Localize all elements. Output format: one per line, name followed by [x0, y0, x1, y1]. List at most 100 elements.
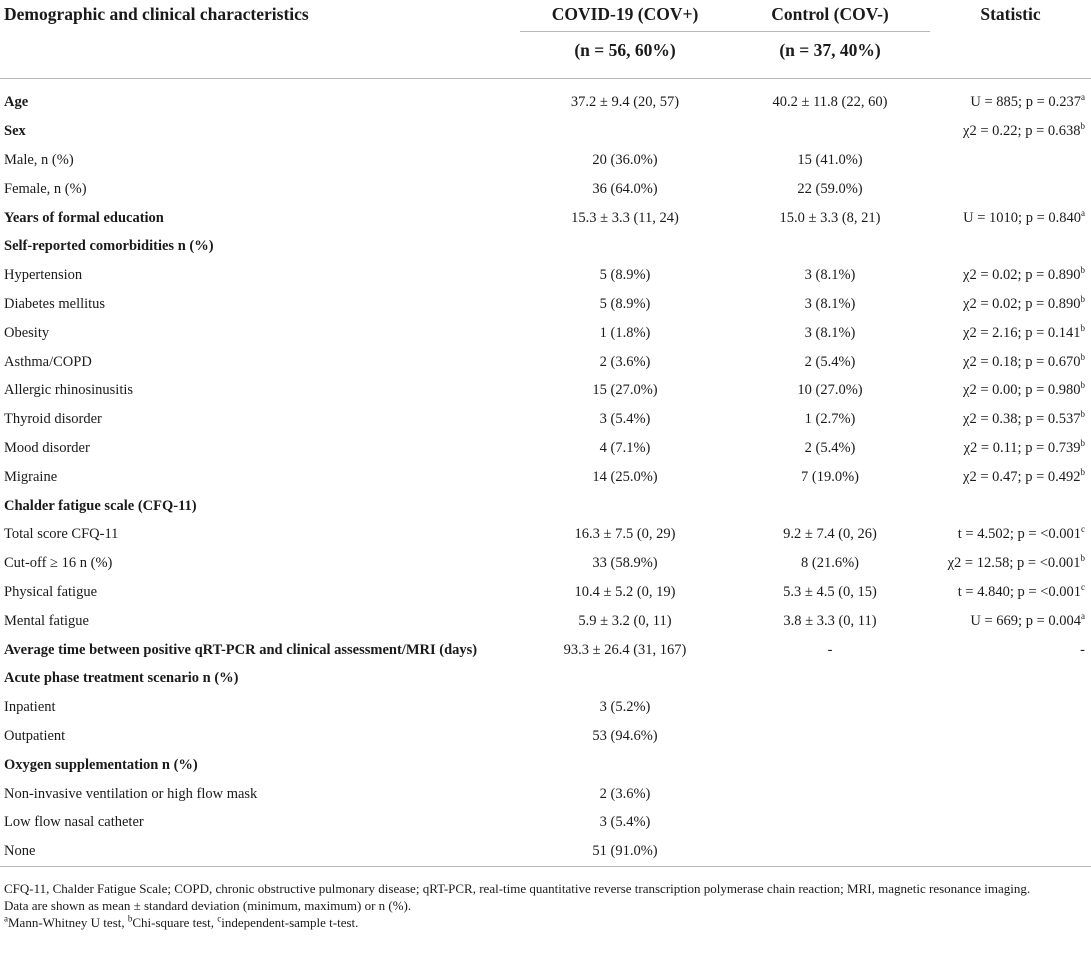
row-label: Female, n (%) [4, 180, 87, 197]
covid-value: 15 (27.0%) [592, 382, 658, 399]
row-label: Obesity [4, 324, 50, 341]
table-row: None 51 (91.0%) [0, 837, 1091, 868]
control-value: 9.2 ± 7.4 (0, 26) [783, 526, 877, 543]
footnote-sup-b: b [127, 913, 133, 924]
statistic-footnote-marker: a [1081, 207, 1085, 218]
row-label: Oxygen supplementation n (%) [4, 756, 198, 773]
statistic-footnote-marker: b [1080, 409, 1086, 420]
row-label: Mood disorder [4, 439, 90, 456]
table-row: Oxygen supplementation n (%) [0, 751, 1091, 780]
covid-value: 37.2 ± 9.4 (20, 57) [570, 94, 680, 111]
row-label: Years of formal education [4, 209, 164, 226]
statistic-footnote-marker: c [1081, 524, 1085, 535]
control-value: 3 (8.1%) [804, 267, 856, 284]
control-value: 2 (5.4%) [804, 353, 856, 370]
table-row: Female, n (%) 36 (64.0%) 22 (59.0%) [0, 175, 1091, 204]
footnote-test-b: Chi-square test, [132, 915, 218, 930]
table-row: Self-reported comorbidities n (%) [0, 232, 1091, 261]
covid-value: 5 (8.9%) [599, 267, 651, 284]
row-label: Male, n (%) [4, 151, 74, 168]
covid-value: 3 (5.4%) [599, 814, 651, 831]
header-covid-label: COVID-19 (COV+) [520, 4, 730, 32]
row-label: Sex [4, 123, 26, 140]
table-row: Inpatient 3 (5.2%) [0, 693, 1091, 722]
row-label: Low flow nasal catheter [4, 814, 144, 831]
control-value: 5.3 ± 4.5 (0, 15) [783, 583, 877, 600]
row-label: Non-invasive ventilation or high flow ma… [4, 785, 258, 802]
row-label: Asthma/COPD [4, 353, 92, 370]
footnote-test-a: Mann-Whitney U test, [8, 915, 128, 930]
table-row: Migraine 14 (25.0%) 7 (19.0%) χ2 = 0.47; p … [0, 463, 1091, 492]
row-label: Physical fatigue [4, 583, 98, 600]
table-row: Age 37.2 ± 9.4 (20, 57) 40.2 ± 11.8 (22, 6… [0, 89, 1091, 118]
covid-value: 33 (58.9%) [592, 555, 658, 572]
statistic-value: χ2 = 0.11; p = 0.739 [963, 439, 1081, 456]
table-row: Diabetes mellitus 5 (8.9%) 3 (8.1%) χ2 = 0.… [0, 290, 1091, 319]
statistic-footnote-marker: b [1080, 265, 1086, 276]
table-row: Non-invasive ventilation or high flow ma… [0, 780, 1091, 809]
row-label: Outpatient [4, 727, 66, 744]
statistic-footnote-marker: a [1081, 92, 1085, 103]
row-label: Diabetes mellitus [4, 295, 106, 312]
covid-value: 15.3 ± 3.3 (11, 24) [571, 209, 679, 226]
footnote-test-c: independent-sample t-test. [221, 915, 359, 930]
statistic-value: χ2 = 0.18; p = 0.670 [963, 353, 1081, 370]
statistic-value: χ2 = 0.02; p = 0.890 [963, 267, 1081, 284]
statistic-footnote-marker: b [1080, 380, 1086, 391]
covid-value: 4 (7.1%) [599, 439, 651, 456]
header-control-n: (n = 37, 40%) [779, 40, 881, 60]
control-value: 3 (8.1%) [804, 324, 856, 341]
row-label: Hypertension [4, 267, 83, 284]
characteristics-table: Demographic and clinical characteristics… [0, 0, 1091, 868]
statistic-value: U = 1010; p = 0.840 [963, 209, 1081, 226]
statistic-value: χ2 = 0.00; p = 0.980 [963, 382, 1081, 399]
covid-value: 10.4 ± 5.2 (0, 19) [574, 583, 676, 600]
table-row: Total score CFQ-11 16.3 ± 7.5 (0, 29) 9.2 … [0, 520, 1091, 549]
header-row: Demographic and clinical characteristics… [0, 0, 1091, 34]
row-label: None [4, 843, 36, 860]
control-value: - [827, 641, 833, 658]
row-label: Chalder fatigue scale (CFQ-11) [4, 497, 197, 514]
footnote-abbreviations: CFQ-11, Chalder Fatigue Scale; COPD, chr… [4, 881, 1031, 896]
statistic-footnote-marker: b [1080, 466, 1086, 477]
statistic-value: χ2 = 2.16; p = 0.141 [963, 324, 1081, 341]
control-value: 3.8 ± 3.3 (0, 11) [783, 612, 877, 629]
statistic-footnote-marker: b [1080, 553, 1086, 564]
header-covid-n: (n = 56, 60%) [574, 40, 676, 60]
control-value: 2 (5.4%) [804, 439, 856, 456]
table-row: Allergic rhinosinusitis 15 (27.0%) 10 (27.… [0, 376, 1091, 405]
statistic-footnote-marker: b [1080, 351, 1086, 362]
covid-value: 5.9 ± 3.2 (0, 11) [578, 612, 672, 629]
header-covid: COVID-19 (COV+) [520, 0, 730, 34]
table-row: Male, n (%) 20 (36.0%) 15 (41.0%) [0, 146, 1091, 175]
statistic-footnote-marker: b [1080, 121, 1086, 132]
row-label: Age [4, 94, 29, 111]
statistic-footnote-marker: b [1080, 322, 1086, 333]
statistic-value: U = 885; p = 0.237 [970, 94, 1081, 111]
table-row: Chalder fatigue scale (CFQ-11) [0, 492, 1091, 521]
row-label: Cut-off ≥ 16 n (%) [4, 555, 113, 572]
row-label: Average time between positive qRT-PCR an… [4, 641, 478, 658]
table-row: Physical fatigue 10.4 ± 5.2 (0, 19) 5.3 ± … [0, 578, 1091, 607]
header-statistic: Statistic [980, 4, 1041, 24]
statistic-value: t = 4.840; p = <0.001 [957, 583, 1081, 600]
covid-value: 2 (3.6%) [599, 785, 651, 802]
footnote-sup-c: c [217, 913, 222, 924]
statistic-value: χ2 = 0.22; p = 0.638 [963, 123, 1081, 140]
statistic-footnote-marker: b [1080, 438, 1086, 449]
header-n-row: (n = 56, 60%) (n = 37, 40%) [0, 34, 1091, 78]
statistic-footnote-marker: b [1080, 294, 1086, 305]
covid-value: 1 (1.8%) [599, 324, 651, 341]
covid-value: 3 (5.4%) [599, 411, 651, 428]
row-label: Inpatient [4, 699, 56, 716]
control-value: 15.0 ± 3.3 (8, 21) [779, 209, 881, 226]
row-label: Mental fatigue [4, 612, 89, 629]
table-row: Low flow nasal catheter 3 (5.4%) [0, 808, 1091, 837]
table-row: Outpatient 53 (94.6%) [0, 722, 1091, 751]
table-row: Asthma/COPD 2 (3.6%) 2 (5.4%) χ2 = 0.18; p … [0, 348, 1091, 377]
covid-value: 16.3 ± 7.5 (0, 29) [574, 526, 676, 543]
control-value: 8 (21.6%) [801, 555, 859, 572]
covid-value: 3 (5.2%) [599, 699, 651, 716]
covid-value: 2 (3.6%) [599, 353, 651, 370]
control-value: 10 (27.0%) [797, 382, 863, 399]
